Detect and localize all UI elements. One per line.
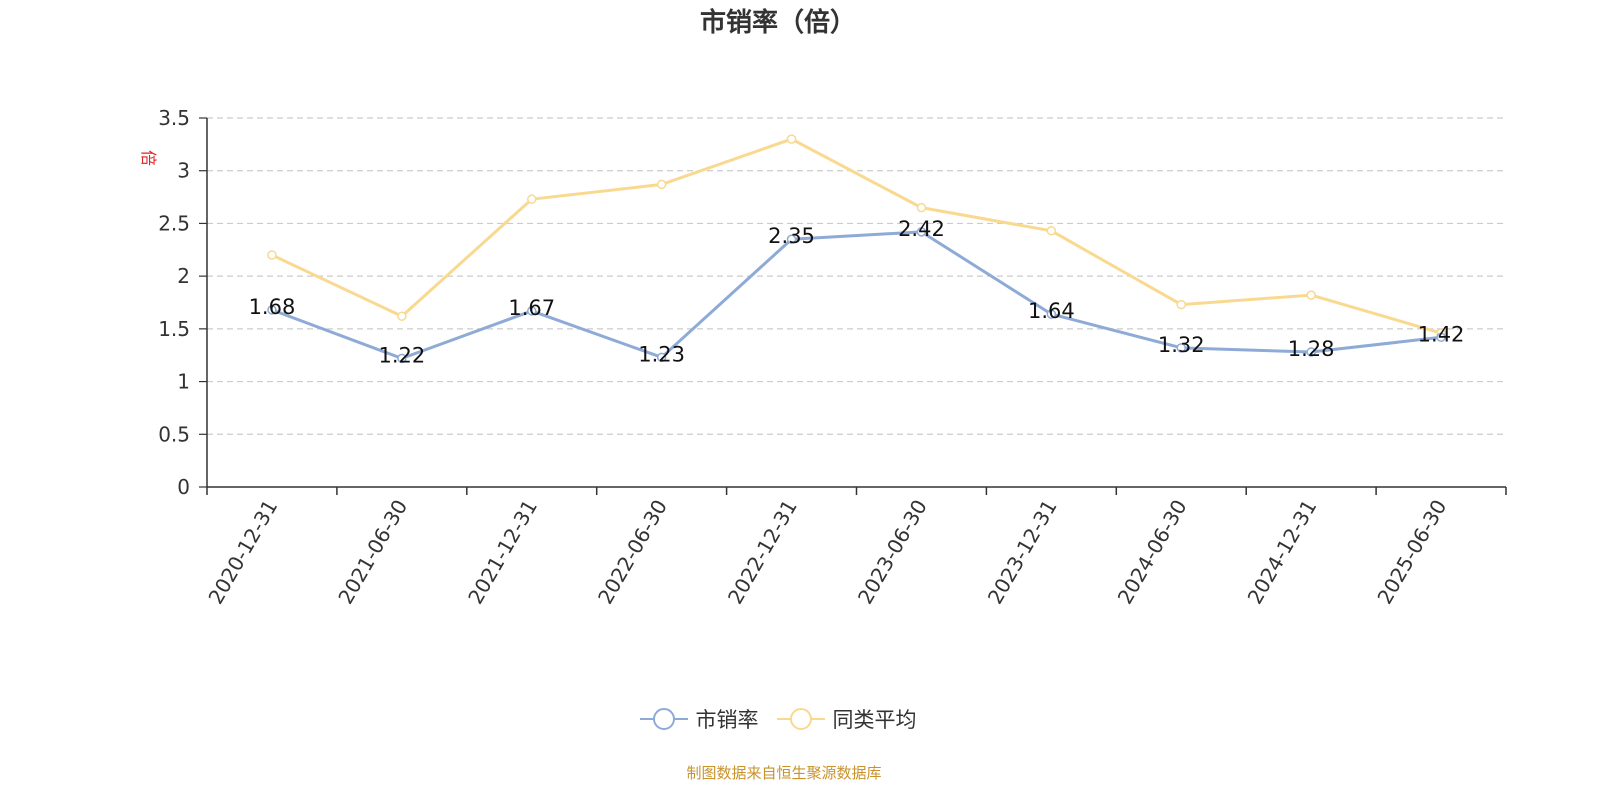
data-point[interactable] (786, 234, 797, 244)
y-tick-label: 1.5 (158, 317, 190, 341)
series-lines (271, 137, 1442, 360)
data-label: 1.67 (508, 296, 555, 320)
x-tick-label: 2022-12-31 (723, 496, 802, 609)
data-point[interactable] (267, 250, 277, 260)
x-tick-label: 2023-06-30 (853, 495, 932, 608)
data-point[interactable] (1436, 332, 1446, 343)
legend-item-series-0[interactable]: 市销率 (639, 704, 759, 734)
y-tick-label: 3.5 (158, 106, 190, 130)
y-tick-label: 2 (177, 264, 190, 288)
data-point[interactable] (1176, 299, 1186, 310)
data-point[interactable] (527, 194, 537, 204)
data-point[interactable] (267, 305, 277, 315)
x-tick-label: 2021-06-30 (333, 495, 412, 608)
x-tick-label: 2024-06-30 (1113, 496, 1192, 609)
legend-marker-icon (776, 708, 825, 730)
data-label: 1.28 (1288, 337, 1335, 361)
x-tick-label: 2021-12-31 (463, 496, 542, 609)
data-point[interactable] (397, 353, 407, 364)
y-tick-label: 3 (177, 159, 190, 183)
data-point[interactable] (527, 306, 537, 316)
series-line-1 (271, 137, 1442, 335)
data-point[interactable] (1306, 290, 1316, 300)
data-point[interactable] (916, 227, 927, 237)
legend-marker-icon (639, 708, 688, 730)
data-label: 1.64 (1028, 299, 1075, 323)
data-label: 1.22 (378, 343, 425, 367)
data-point[interactable] (786, 134, 797, 144)
x-axis-ticks: 2020-12-31 2021-06-30 2021-12-31 2022-06-30… (203, 487, 1507, 609)
legend-item-series-1[interactable]: 同类平均 (776, 704, 917, 734)
chart-title: 市销率（倍） (699, 8, 856, 38)
x-tick-label: 2024-12-31 (1243, 496, 1322, 609)
data-label: 2.42 (898, 217, 945, 241)
source-note: 制图数据来自恒生聚源数据库 (686, 764, 882, 782)
series-points (267, 134, 1446, 364)
data-point[interactable] (1046, 309, 1057, 319)
data-point[interactable] (1046, 226, 1057, 236)
x-tick-label: 2020-12-31 (203, 496, 282, 609)
x-tick-label: 2023-12-31 (983, 496, 1062, 609)
y-tick-label: 2.5 (158, 211, 190, 235)
legend: 市销率 同类平均 (0, 704, 1556, 734)
data-point[interactable] (397, 311, 407, 321)
grid-lines (207, 117, 1506, 435)
data-point[interactable] (656, 179, 667, 190)
y-tick-label: 0 (177, 475, 190, 499)
line-chart: 00.511.522.533.5 2020-12-31 2021-06-30 202… (139, 106, 1507, 609)
data-label: 1.68 (249, 295, 296, 319)
y-tick-label: 1 (177, 370, 190, 394)
data-point[interactable] (656, 352, 667, 363)
y-axis-ticks: 0 0.5 1 1.5 2 2.5 3 3.5 (158, 106, 207, 499)
data-labels: 1.68 1.22 1.67 1.23 2.35 2.42 1.64 1.32 1.28 1.42 (249, 217, 1465, 368)
y-axis-label: 倍 (139, 150, 158, 166)
data-label: 1.42 (1418, 322, 1465, 346)
data-point[interactable] (916, 202, 927, 213)
legend-label: 市销率 (695, 708, 759, 732)
legend-label: 同类平均 (832, 708, 917, 732)
data-point[interactable] (1306, 347, 1316, 357)
y-tick-label: 0.5 (158, 422, 190, 446)
data-label: 1.23 (638, 342, 685, 366)
data-label: 2.35 (768, 224, 815, 248)
data-point[interactable] (1176, 343, 1186, 353)
x-tick-label: 2022-06-30 (593, 496, 672, 609)
x-tick-label: 2025-06-30 (1372, 496, 1451, 609)
data-label: 1.32 (1158, 333, 1205, 357)
series-line-0 (271, 230, 1442, 360)
